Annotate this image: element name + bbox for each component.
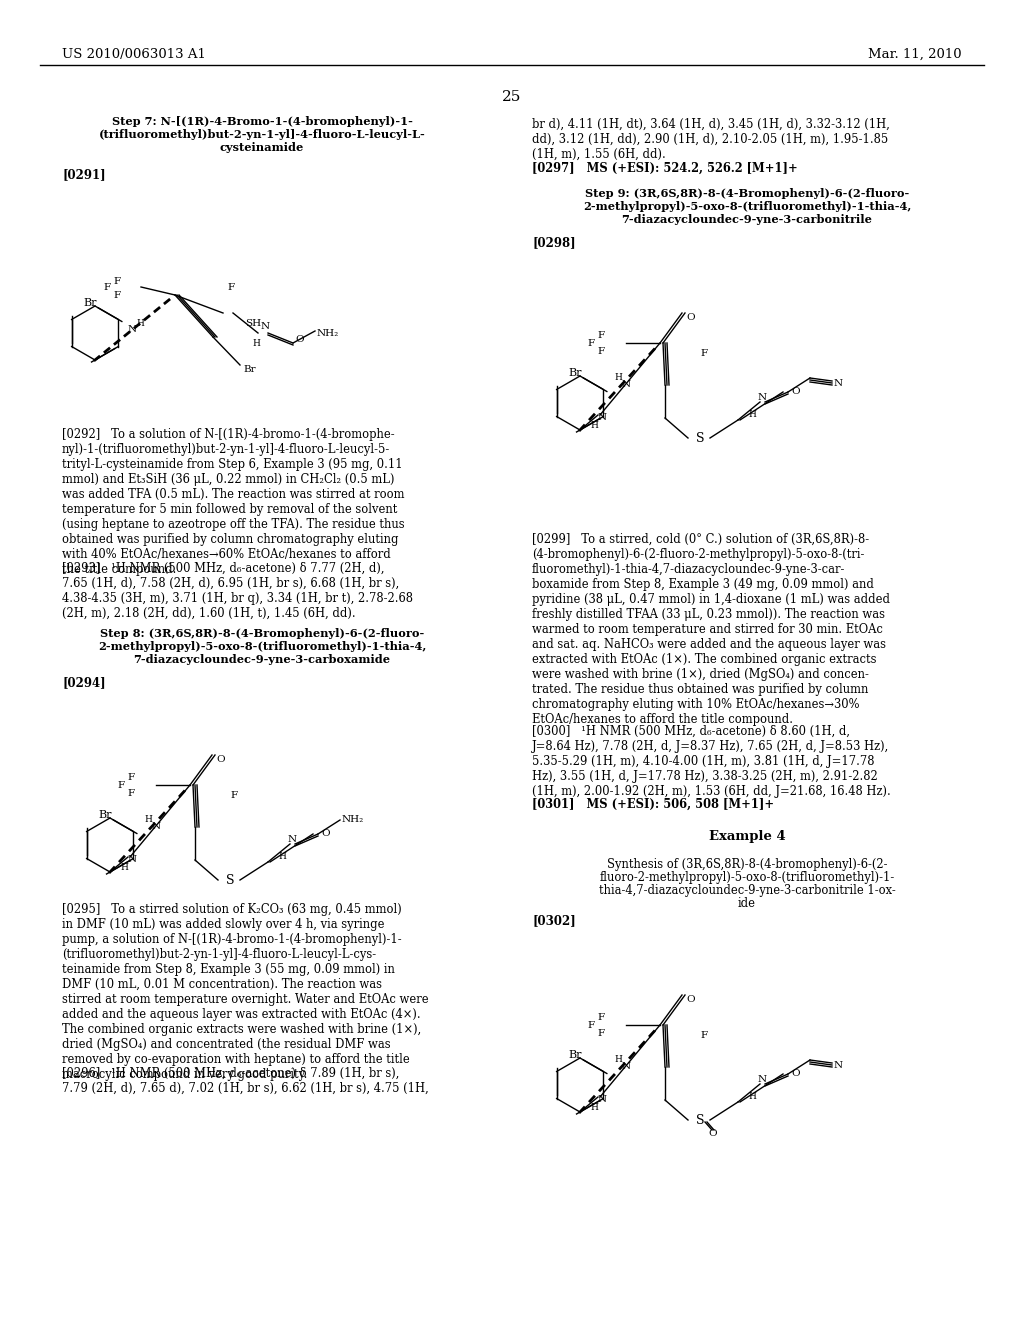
Text: Br: Br	[568, 1049, 582, 1060]
Text: [0292]   To a solution of N-[(1R)-4-bromo-1-(4-bromophe-
nyl)-1-(trifluoromethyl: [0292] To a solution of N-[(1R)-4-bromo-…	[62, 428, 404, 576]
Text: fluoro-2-methylpropyl)-5-oxo-8-(trifluoromethyl)-1-: fluoro-2-methylpropyl)-5-oxo-8-(trifluor…	[599, 871, 895, 884]
Text: F: F	[598, 331, 605, 341]
Text: cysteinamide: cysteinamide	[220, 143, 304, 153]
Text: O: O	[708, 1130, 717, 1138]
Text: 2-methylpropyl)-5-oxo-8-(trifluoromethyl)-1-thia-4,: 2-methylpropyl)-5-oxo-8-(trifluoromethyl…	[98, 642, 426, 652]
Text: [0298]: [0298]	[532, 236, 575, 249]
Text: N: N	[758, 1074, 767, 1084]
Text: O: O	[216, 755, 224, 764]
Text: [0297]   MS (+ESI): 524.2, 526.2 [M+1]+: [0297] MS (+ESI): 524.2, 526.2 [M+1]+	[532, 162, 798, 176]
Text: H: H	[614, 374, 622, 383]
Text: F: F	[128, 788, 135, 797]
Text: O: O	[791, 1069, 800, 1078]
Text: N: N	[597, 1096, 606, 1105]
Text: Step 9: (3R,6S,8R)-8-(4-Bromophenyl)-6-(2-fluoro-: Step 9: (3R,6S,8R)-8-(4-Bromophenyl)-6-(…	[585, 187, 909, 199]
Text: H: H	[749, 1092, 756, 1101]
Text: H: H	[590, 1102, 598, 1111]
Text: O: O	[295, 335, 304, 345]
Text: F: F	[114, 290, 121, 300]
Text: F: F	[598, 1028, 605, 1038]
Text: S: S	[225, 874, 234, 887]
Text: US 2010/0063013 A1: US 2010/0063013 A1	[62, 48, 206, 61]
Text: 2-methylpropyl)-5-oxo-8-(trifluoromethyl)-1-thia-4,: 2-methylpropyl)-5-oxo-8-(trifluoromethyl…	[583, 201, 911, 213]
Text: [0302]: [0302]	[532, 913, 575, 927]
Text: SH: SH	[245, 318, 261, 327]
Text: H: H	[144, 816, 152, 824]
Text: Br: Br	[83, 298, 96, 308]
Text: F: F	[227, 282, 234, 292]
Text: N: N	[758, 393, 767, 403]
Text: S: S	[695, 432, 705, 445]
Text: [0300]   ¹H NMR (500 MHz, d₆-acetone) δ 8.60 (1H, d,
J=8.64 Hz), 7.78 (2H, d, J=: [0300] ¹H NMR (500 MHz, d₆-acetone) δ 8.…	[532, 725, 891, 799]
Text: F: F	[588, 339, 595, 348]
Text: F: F	[230, 791, 238, 800]
Text: [0296]   ¹H NMR (500 MHz, d₆-acetone) δ 7.89 (1H, br s),
7.79 (2H, d), 7.65 d), : [0296] ¹H NMR (500 MHz, d₆-acetone) δ 7.…	[62, 1067, 429, 1096]
Text: F: F	[588, 1022, 595, 1031]
Text: Step 7: N-[(1R)-4-Bromo-1-(4-bromophenyl)-1-: Step 7: N-[(1R)-4-Bromo-1-(4-bromophenyl…	[112, 116, 413, 127]
Text: 7-diazacycloundec-9-yne-3-carboxamide: 7-diazacycloundec-9-yne-3-carboxamide	[133, 653, 390, 665]
Text: Mar. 11, 2010: Mar. 11, 2010	[868, 48, 962, 61]
Text: F: F	[103, 284, 111, 293]
Text: O: O	[321, 829, 330, 838]
Text: NH₂: NH₂	[342, 816, 365, 825]
Text: NH₂: NH₂	[317, 329, 339, 338]
Text: O: O	[686, 314, 694, 322]
Text: N: N	[152, 822, 161, 832]
Text: thia-4,7-diazacycloundec-9-yne-3-carbonitrile 1-ox-: thia-4,7-diazacycloundec-9-yne-3-carboni…	[599, 884, 895, 898]
Text: [0291]: [0291]	[62, 168, 105, 181]
Text: Br: Br	[98, 810, 112, 820]
Text: F: F	[128, 774, 135, 783]
Text: F: F	[598, 346, 605, 355]
Text: N: N	[622, 380, 631, 389]
Text: Synthesis of (3R,6S,8R)-8-(4-bromophenyl)-6-(2-: Synthesis of (3R,6S,8R)-8-(4-bromophenyl…	[607, 858, 887, 871]
Text: [0293]   ¹H NMR (500 MHz, d₆-acetone) δ 7.77 (2H, d),
7.65 (1H, d), 7.58 (2H, d): [0293] ¹H NMR (500 MHz, d₆-acetone) δ 7.…	[62, 562, 413, 620]
Text: H: H	[120, 862, 128, 871]
Text: [0294]: [0294]	[62, 676, 105, 689]
Text: N: N	[834, 379, 843, 388]
Text: [0299]   To a stirred, cold (0° C.) solution of (3R,6S,8R)-8-
(4-bromophenyl)-6-: [0299] To a stirred, cold (0° C.) soluti…	[532, 533, 890, 726]
Text: Br: Br	[568, 368, 582, 378]
Text: H: H	[252, 339, 260, 348]
Text: H: H	[614, 1055, 622, 1064]
Text: N: N	[260, 322, 269, 331]
Text: F: F	[700, 348, 708, 358]
Text: N: N	[127, 326, 136, 334]
Text: Br: Br	[243, 366, 256, 375]
Text: H: H	[590, 421, 598, 429]
Text: 25: 25	[503, 90, 521, 104]
Text: N: N	[597, 413, 606, 422]
Text: N: N	[288, 836, 297, 843]
Text: (trifluoromethyl)but-2-yn-1-yl]-4-fluoro-L-leucyl-L-: (trifluoromethyl)but-2-yn-1-yl]-4-fluoro…	[98, 129, 425, 140]
Text: H: H	[749, 411, 756, 418]
Text: ide: ide	[738, 898, 756, 909]
Text: 7-diazacycloundec-9-yne-3-carbonitrile: 7-diazacycloundec-9-yne-3-carbonitrile	[622, 214, 872, 224]
Text: [0301]   MS (+ESI): 506, 508 [M+1]+: [0301] MS (+ESI): 506, 508 [M+1]+	[532, 799, 774, 810]
Text: O: O	[791, 387, 800, 396]
Text: F: F	[700, 1031, 708, 1040]
Text: O: O	[686, 995, 694, 1005]
Text: N: N	[834, 1060, 843, 1069]
Text: F: F	[114, 276, 121, 285]
Text: F: F	[598, 1014, 605, 1023]
Text: H: H	[136, 318, 144, 327]
Text: H: H	[279, 851, 286, 861]
Text: [0295]   To a stirred solution of K₂CO₃ (63 mg, 0.45 mmol)
in DMF (10 mL) was ad: [0295] To a stirred solution of K₂CO₃ (6…	[62, 903, 429, 1081]
Text: N: N	[127, 855, 136, 865]
Text: br d), 4.11 (1H, dt), 3.64 (1H, d), 3.45 (1H, d), 3.32-3.12 (1H,
dd), 3.12 (1H, : br d), 4.11 (1H, dt), 3.64 (1H, d), 3.45…	[532, 117, 890, 161]
Text: N: N	[622, 1063, 631, 1072]
Text: S: S	[695, 1114, 705, 1126]
Text: Example 4: Example 4	[709, 830, 785, 843]
Text: Step 8: (3R,6S,8R)-8-(4-Bromophenyl)-6-(2-fluoro-: Step 8: (3R,6S,8R)-8-(4-Bromophenyl)-6-(…	[100, 628, 424, 639]
Text: F: F	[118, 781, 125, 791]
